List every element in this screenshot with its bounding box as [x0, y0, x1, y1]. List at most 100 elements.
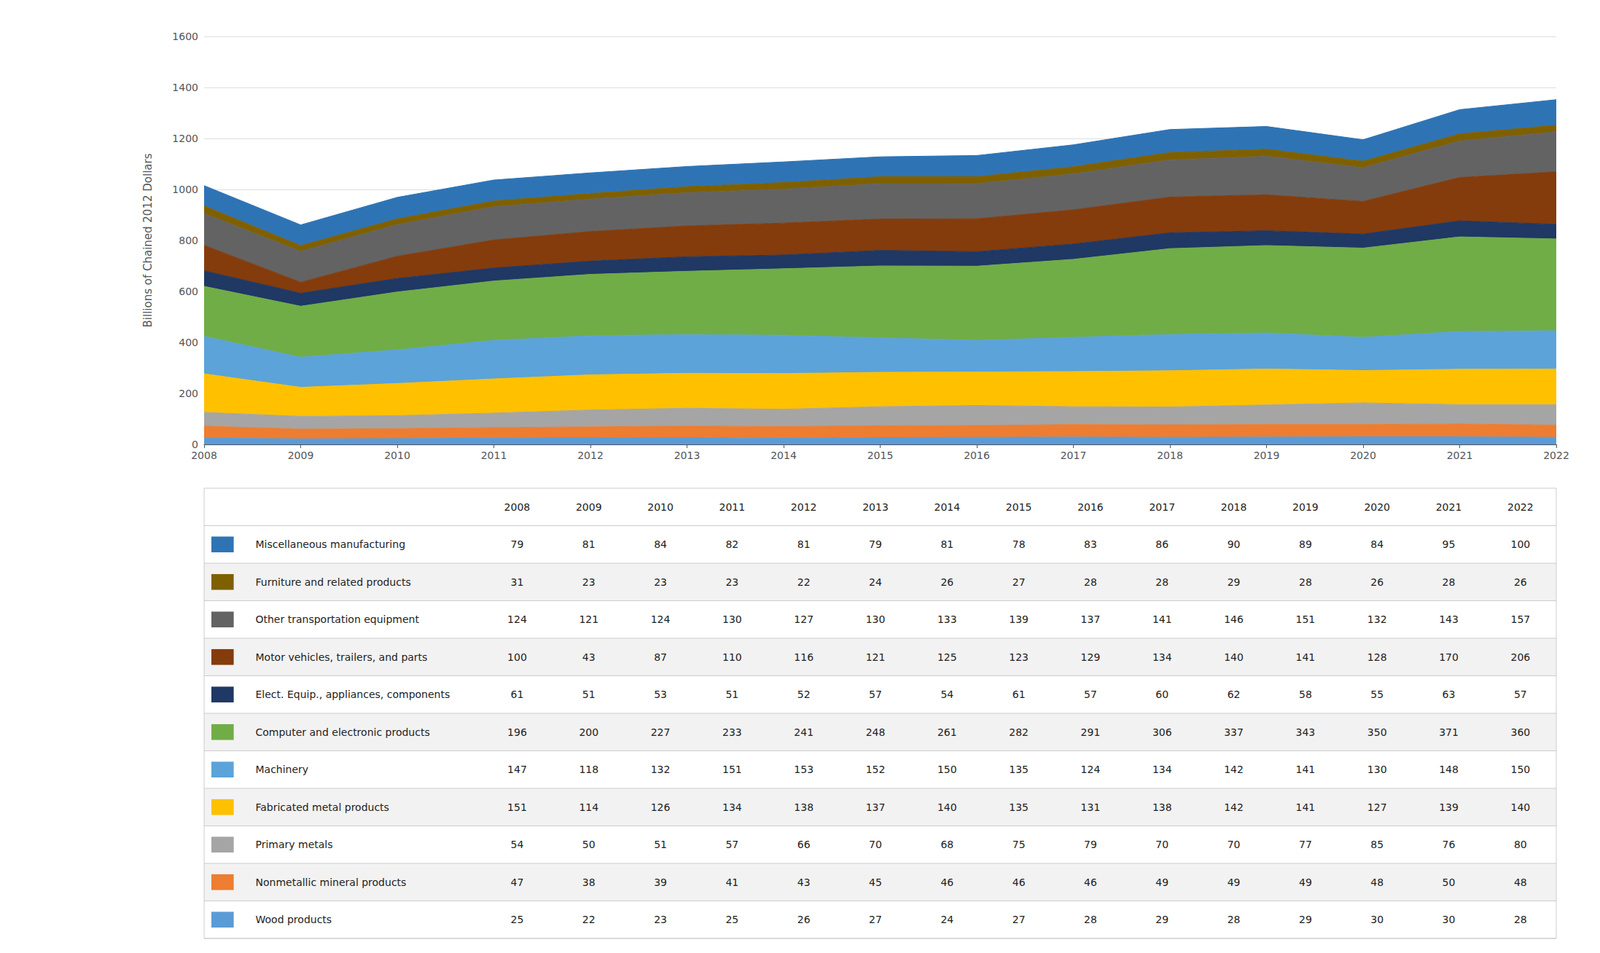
- svg-text:2008: 2008: [190, 449, 218, 462]
- svg-text:Miscellaneous manufacturing: Miscellaneous manufacturing: [255, 538, 406, 551]
- svg-text:151: 151: [722, 763, 743, 776]
- svg-text:291: 291: [1081, 726, 1101, 739]
- svg-text:800: 800: [178, 234, 199, 247]
- svg-text:2010: 2010: [384, 449, 411, 462]
- svg-text:125: 125: [937, 651, 958, 664]
- svg-text:27: 27: [1012, 914, 1026, 926]
- svg-text:Machinery: Machinery: [255, 763, 309, 776]
- svg-text:78: 78: [1012, 538, 1026, 551]
- svg-text:51: 51: [725, 688, 739, 701]
- svg-text:141: 141: [1152, 613, 1173, 626]
- svg-text:306: 306: [1152, 726, 1173, 739]
- svg-text:76: 76: [1442, 838, 1456, 851]
- svg-text:Other transportation equipment: Other transportation equipment: [255, 613, 420, 626]
- svg-text:22: 22: [582, 914, 596, 926]
- svg-text:2015: 2015: [1005, 501, 1033, 514]
- svg-text:227: 227: [650, 726, 671, 739]
- svg-text:81: 81: [582, 538, 596, 551]
- svg-text:141: 141: [1296, 801, 1316, 814]
- svg-text:61: 61: [1012, 688, 1026, 701]
- svg-text:86: 86: [1155, 538, 1169, 551]
- svg-text:124: 124: [650, 613, 671, 626]
- svg-text:127: 127: [1367, 801, 1388, 814]
- svg-text:200: 200: [578, 726, 599, 739]
- svg-text:54: 54: [510, 838, 525, 851]
- svg-text:25: 25: [510, 914, 525, 926]
- svg-text:29: 29: [1227, 576, 1241, 589]
- svg-text:75: 75: [1012, 838, 1026, 851]
- svg-text:124: 124: [1081, 763, 1101, 776]
- svg-text:84: 84: [1370, 538, 1384, 551]
- svg-text:89: 89: [1298, 538, 1313, 551]
- svg-text:28: 28: [1442, 576, 1456, 589]
- svg-text:121: 121: [578, 613, 599, 626]
- svg-text:2020: 2020: [1349, 449, 1377, 462]
- svg-text:28: 28: [1083, 576, 1098, 589]
- svg-text:150: 150: [937, 763, 958, 776]
- svg-text:121: 121: [865, 651, 886, 664]
- svg-text:2022: 2022: [1507, 501, 1534, 514]
- svg-text:Elect. Equip., appliances, com: Elect. Equip., appliances, components: [255, 688, 450, 701]
- svg-text:30: 30: [1442, 914, 1456, 926]
- svg-text:57: 57: [725, 838, 739, 851]
- svg-text:79: 79: [868, 538, 883, 551]
- svg-text:118: 118: [578, 763, 599, 776]
- svg-text:2010: 2010: [647, 501, 674, 514]
- svg-text:23: 23: [582, 576, 596, 589]
- svg-text:241: 241: [793, 726, 814, 739]
- svg-text:77: 77: [1298, 838, 1313, 851]
- svg-text:46: 46: [1083, 876, 1098, 889]
- svg-text:24: 24: [940, 914, 954, 926]
- svg-text:138: 138: [793, 801, 814, 814]
- svg-text:Furniture and related products: Furniture and related products: [255, 576, 411, 589]
- svg-text:Fabricated metal products: Fabricated metal products: [255, 801, 389, 814]
- svg-text:127: 127: [793, 613, 814, 626]
- svg-text:62: 62: [1227, 688, 1241, 701]
- svg-text:43: 43: [797, 876, 811, 889]
- svg-text:2013: 2013: [862, 501, 889, 514]
- svg-text:84: 84: [653, 538, 667, 551]
- svg-text:2017: 2017: [1148, 501, 1176, 514]
- svg-text:2014: 2014: [934, 501, 961, 514]
- svg-text:0: 0: [191, 438, 199, 451]
- svg-text:30: 30: [1370, 914, 1384, 926]
- svg-text:28: 28: [1083, 914, 1098, 926]
- svg-text:2011: 2011: [719, 501, 746, 514]
- svg-text:27: 27: [868, 914, 883, 926]
- svg-text:81: 81: [940, 538, 954, 551]
- svg-text:Billions of Chained 2012 Dolla: Billions of Chained 2012 Dollars: [141, 153, 155, 328]
- svg-text:80: 80: [1513, 838, 1528, 851]
- svg-text:29: 29: [1155, 914, 1169, 926]
- svg-text:143: 143: [1438, 613, 1459, 626]
- svg-text:61: 61: [510, 688, 525, 701]
- svg-text:1600: 1600: [172, 30, 199, 43]
- svg-text:Wood products: Wood products: [255, 914, 332, 926]
- svg-text:148: 148: [1438, 763, 1459, 776]
- svg-text:2018: 2018: [1220, 501, 1248, 514]
- svg-text:400: 400: [178, 336, 199, 349]
- svg-text:350: 350: [1367, 726, 1388, 739]
- svg-text:130: 130: [1367, 763, 1388, 776]
- svg-text:26: 26: [940, 576, 954, 589]
- svg-text:196: 196: [507, 726, 528, 739]
- svg-text:123: 123: [1008, 651, 1029, 664]
- svg-text:81: 81: [797, 538, 811, 551]
- svg-text:133: 133: [937, 613, 958, 626]
- svg-text:138: 138: [1152, 801, 1173, 814]
- svg-text:139: 139: [1008, 613, 1029, 626]
- svg-text:200: 200: [178, 387, 199, 400]
- svg-text:50: 50: [1442, 876, 1456, 889]
- svg-text:48: 48: [1370, 876, 1384, 889]
- svg-text:135: 135: [1008, 801, 1029, 814]
- svg-text:57: 57: [1513, 688, 1528, 701]
- svg-text:70: 70: [868, 838, 883, 851]
- svg-text:2012: 2012: [790, 501, 818, 514]
- svg-text:90: 90: [1227, 538, 1241, 551]
- svg-text:126: 126: [650, 801, 671, 814]
- svg-text:48: 48: [1513, 876, 1528, 889]
- svg-text:45: 45: [868, 876, 883, 889]
- svg-text:248: 248: [865, 726, 886, 739]
- svg-text:139: 139: [1438, 801, 1459, 814]
- svg-text:170: 170: [1438, 651, 1459, 664]
- svg-text:135: 135: [1008, 763, 1029, 776]
